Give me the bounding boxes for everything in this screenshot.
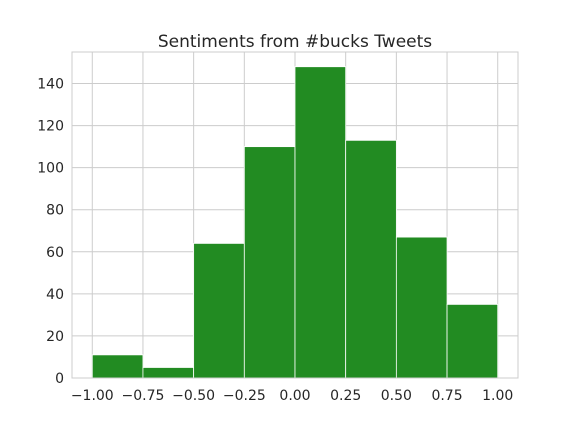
x-tick-label-6: 0.50 — [381, 388, 412, 404]
y-tick-label-4: 80 — [46, 203, 64, 219]
axes-frame — [71, 51, 519, 379]
x-tick-label-0: −1.00 — [71, 388, 114, 404]
histogram-bar-6 — [395, 236, 448, 379]
x-axis-tick-labels: −1.00 −0.75 −0.50 −0.25 0.00 0.25 0.50 0.75 1.00 — [71, 388, 513, 404]
y-tick-label-0: 0 — [55, 371, 64, 387]
histogram-bar-0 — [91, 354, 144, 379]
y-axis-tick-labels: 0 20 40 60 80 100 120 140 — [37, 77, 64, 387]
x-tick-label-2: −0.50 — [172, 388, 215, 404]
histogram-bar-2 — [193, 242, 245, 379]
x-tick-label-7: 0.75 — [431, 388, 462, 404]
y-tick-label-2: 40 — [46, 287, 64, 303]
y-tick-label-6: 120 — [37, 119, 64, 135]
chart-title: Sentiments from #bucks Tweets — [158, 32, 432, 52]
y-tick-label-5: 100 — [37, 161, 64, 177]
x-tick-label-5: 0.25 — [330, 388, 361, 404]
histogram-bar-1 — [142, 367, 195, 379]
y-tick-label-3: 60 — [46, 245, 64, 261]
x-tick-label-1: −0.75 — [122, 388, 165, 404]
histogram-bar-5 — [345, 139, 397, 379]
x-tick-label-4: 0.00 — [279, 388, 310, 404]
x-tick-label-3: −0.25 — [223, 388, 266, 404]
y-tick-label-1: 20 — [46, 329, 64, 345]
x-tick-label-8: 1.00 — [482, 388, 513, 404]
y-tick-label-7: 140 — [37, 77, 64, 93]
histogram-bar-7 — [446, 303, 499, 379]
histogram-bar-4 — [294, 66, 347, 379]
histogram-bar-3 — [243, 146, 296, 379]
